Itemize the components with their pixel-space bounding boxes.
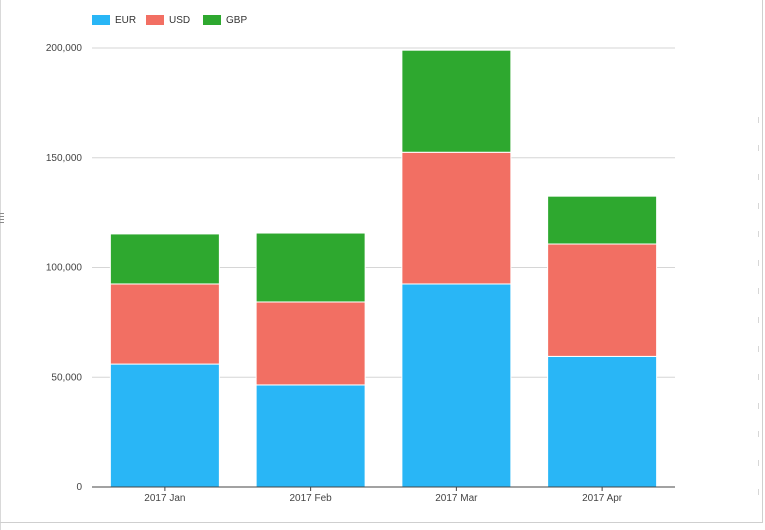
bar-eur-3[interactable] bbox=[547, 355, 658, 488]
bar-stacks bbox=[109, 49, 658, 488]
legend-swatch-usd bbox=[146, 15, 164, 25]
x-tick-label: 2017 Apr bbox=[582, 493, 623, 504]
bar-gbp-2[interactable] bbox=[401, 49, 512, 153]
bar-eur-0[interactable] bbox=[109, 363, 220, 488]
bar-usd-3[interactable] bbox=[547, 243, 658, 357]
bar-gbp-3[interactable] bbox=[547, 195, 658, 245]
x-tick-label: 2017 Mar bbox=[435, 493, 478, 504]
bar-usd-1[interactable] bbox=[255, 301, 366, 386]
x-tick-label: 2017 Jan bbox=[144, 493, 185, 504]
legend-item-eur[interactable]: EUR bbox=[92, 14, 136, 26]
legend-swatch-eur bbox=[92, 15, 110, 25]
legend-item-gbp[interactable]: GBP bbox=[203, 14, 247, 26]
legend-swatch-gbp bbox=[203, 15, 221, 25]
y-tick-label: 50,000 bbox=[51, 372, 82, 383]
x-tick-label: 2017 Feb bbox=[289, 493, 332, 504]
bar-gbp-0[interactable] bbox=[109, 233, 220, 285]
y-tick-label: 100,000 bbox=[46, 263, 83, 274]
bar-eur-2[interactable] bbox=[401, 283, 512, 488]
chart-axes: 0 50,000 100,000 150,000 200,000 2017 Jan 2017… bbox=[46, 43, 675, 504]
bar-usd-0[interactable] bbox=[109, 283, 220, 365]
legend-label-usd: USD bbox=[169, 14, 191, 26]
y-tick-label: 150,000 bbox=[46, 153, 83, 164]
y-tick-label: 200,000 bbox=[46, 43, 83, 54]
panel-bottom-border bbox=[0, 522, 763, 523]
legend-label-eur: EUR bbox=[115, 14, 137, 26]
resize-grip-icon[interactable] bbox=[0, 213, 4, 227]
y-tick-label: 0 bbox=[76, 482, 82, 493]
bar-eur-1[interactable] bbox=[255, 384, 366, 488]
bar-gbp-1[interactable] bbox=[255, 232, 366, 303]
bar-usd-2[interactable] bbox=[401, 151, 512, 285]
legend-item-usd[interactable]: USD bbox=[146, 14, 190, 26]
panel-right-border bbox=[762, 0, 763, 523]
legend-label-gbp: GBP bbox=[226, 14, 248, 26]
panel-left-border bbox=[0, 0, 1, 530]
